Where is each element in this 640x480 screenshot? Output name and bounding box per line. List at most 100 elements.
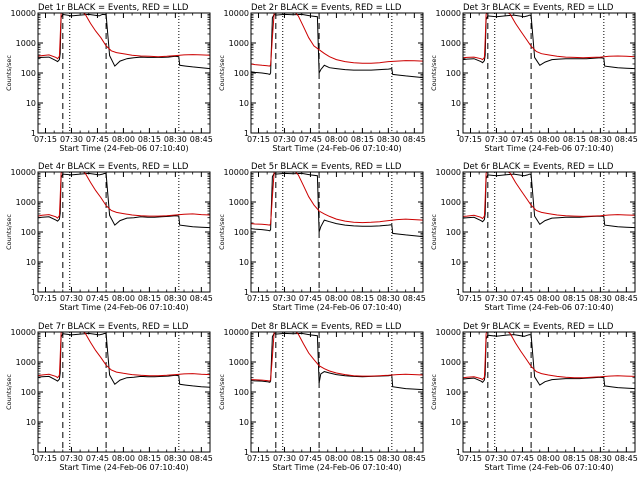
- y-axis-label: Counts/sec: [218, 374, 226, 410]
- y-axis-label: Counts/sec: [5, 374, 13, 410]
- x-tick-label: 08:00: [537, 135, 560, 144]
- y-tick-label: 100: [21, 69, 36, 78]
- x-tick-label: 07:15: [459, 454, 482, 463]
- x-tick-label: 08:30: [164, 294, 187, 303]
- x-tick-label: 07:30: [60, 294, 83, 303]
- y-tick-label: 10000: [11, 168, 36, 177]
- series-lld: [463, 332, 635, 381]
- x-tick-label: 07:45: [511, 135, 534, 144]
- x-tick-label: 08:00: [537, 294, 560, 303]
- x-axis-label: Start Time (24-Feb-06 07:10:40): [272, 144, 401, 153]
- x-tick-label: 07:45: [511, 294, 534, 303]
- y-tick-label: 1: [244, 288, 249, 297]
- x-tick-label: 08:30: [377, 135, 400, 144]
- x-tick-label: 08:15: [351, 454, 374, 463]
- y-tick-label: 10000: [224, 168, 249, 177]
- x-tick-label: 08:15: [563, 294, 586, 303]
- x-tick-label: 08:00: [112, 454, 135, 463]
- x-axis-label: Start Time (24-Feb-06 07:10:40): [484, 144, 613, 153]
- x-tick-label: 08:45: [190, 135, 213, 144]
- plot-frame: [462, 12, 636, 134]
- plot-frame: [462, 171, 636, 293]
- x-tick-label: 08:00: [537, 454, 560, 463]
- x-axis-label: Start Time (24-Feb-06 07:10:40): [59, 303, 188, 312]
- x-tick-label: 07:15: [34, 454, 57, 463]
- x-axis-label: Start Time (24-Feb-06 07:10:40): [484, 463, 613, 472]
- x-tick-label: 07:15: [34, 294, 57, 303]
- x-tick-label: 07:15: [247, 294, 270, 303]
- y-tick-label: 10000: [436, 9, 461, 18]
- x-tick-label: 07:45: [86, 294, 109, 303]
- x-tick-label: 08:30: [589, 135, 612, 144]
- series-lld: [463, 172, 635, 220]
- x-tick-label: 08:15: [563, 135, 586, 144]
- plot-frame: [37, 331, 211, 453]
- series-events: [38, 172, 210, 229]
- y-tick-label: 1000: [229, 39, 249, 48]
- x-tick-label: 08:30: [589, 294, 612, 303]
- plot-frame: [250, 171, 424, 293]
- panel-8: Det 8r BLACK = Events, RED = LLD 1 10 100 10…: [218, 322, 426, 472]
- plot-frame: [37, 12, 211, 134]
- y-tick-label: 100: [234, 228, 249, 237]
- series-lld: [463, 13, 635, 61]
- panel-title: Det 2r BLACK = Events, RED = LLD: [251, 3, 402, 13]
- y-tick-label: 1: [244, 448, 249, 457]
- series-lld: [38, 172, 210, 219]
- panel-7: Det 7r BLACK = Events, RED = LLD 1 10 100 10…: [5, 322, 213, 472]
- y-tick-label: 10: [239, 99, 249, 108]
- x-tick-label: 08:45: [190, 294, 213, 303]
- x-axis-label: Start Time (24-Feb-06 07:10:40): [59, 463, 188, 472]
- y-tick-label: 10000: [11, 9, 36, 18]
- x-axis-label: Start Time (24-Feb-06 07:10:40): [484, 303, 613, 312]
- y-tick-label: 10: [239, 418, 249, 427]
- x-tick-label: 07:30: [485, 294, 508, 303]
- series-group: [463, 13, 635, 70]
- y-tick-label: 1000: [16, 39, 36, 48]
- x-tick-label: 08:30: [164, 135, 187, 144]
- panel-title: Det 3r BLACK = Events, RED = LLD: [463, 3, 614, 13]
- series-group: [38, 332, 210, 388]
- y-tick-label: 100: [446, 388, 461, 397]
- series-lld: [251, 13, 423, 67]
- panel-title: Det 4r BLACK = Events, RED = LLD: [38, 162, 189, 172]
- y-tick-label: 10: [451, 418, 461, 427]
- series-lld: [38, 332, 210, 379]
- panel-6: Det 6r BLACK = Events, RED = LLD 1 10 100 10…: [430, 162, 638, 312]
- y-tick-label: 10: [26, 99, 36, 108]
- panel-title: Det 9r BLACK = Events, RED = LLD: [463, 322, 614, 332]
- y-axis-label: Counts/sec: [218, 55, 226, 91]
- y-tick-label: 1: [244, 129, 249, 138]
- y-tick-label: 1000: [16, 198, 36, 207]
- y-axis-label: Counts/sec: [5, 214, 13, 250]
- x-tick-label: 07:30: [485, 135, 508, 144]
- series-events: [251, 332, 423, 391]
- panel-title: Det 1r BLACK = Events, RED = LLD: [38, 3, 189, 13]
- y-axis-label: Counts/sec: [430, 55, 438, 91]
- x-axis-label: Start Time (24-Feb-06 07:10:40): [59, 144, 188, 153]
- x-tick-label: 07:30: [60, 454, 83, 463]
- y-tick-label: 10: [239, 258, 249, 267]
- x-tick-label: 08:00: [325, 135, 348, 144]
- y-tick-label: 100: [446, 228, 461, 237]
- x-tick-label: 07:30: [273, 135, 296, 144]
- x-axis-label: Start Time (24-Feb-06 07:10:40): [272, 463, 401, 472]
- series-group: [38, 13, 210, 70]
- panel-5: Det 5r BLACK = Events, RED = LLD 1 10 100 10…: [218, 162, 426, 312]
- series-events: [251, 13, 423, 79]
- x-tick-label: 08:15: [138, 135, 161, 144]
- y-tick-label: 10000: [11, 328, 36, 337]
- y-tick-label: 1000: [441, 358, 461, 367]
- plot-frame: [250, 331, 424, 453]
- x-tick-label: 07:15: [34, 135, 57, 144]
- x-tick-label: 08:00: [325, 294, 348, 303]
- x-tick-label: 08:30: [377, 294, 400, 303]
- panel-9: Det 9r BLACK = Events, RED = LLD 1 10 100 10…: [430, 322, 638, 472]
- x-tick-label: 08:45: [615, 135, 638, 144]
- panel-title: Det 8r BLACK = Events, RED = LLD: [251, 322, 402, 332]
- series-events: [38, 13, 210, 70]
- y-axis-label: Counts/sec: [430, 214, 438, 250]
- series-group: [38, 172, 210, 229]
- x-tick-label: 07:45: [86, 454, 109, 463]
- series-events: [463, 173, 635, 229]
